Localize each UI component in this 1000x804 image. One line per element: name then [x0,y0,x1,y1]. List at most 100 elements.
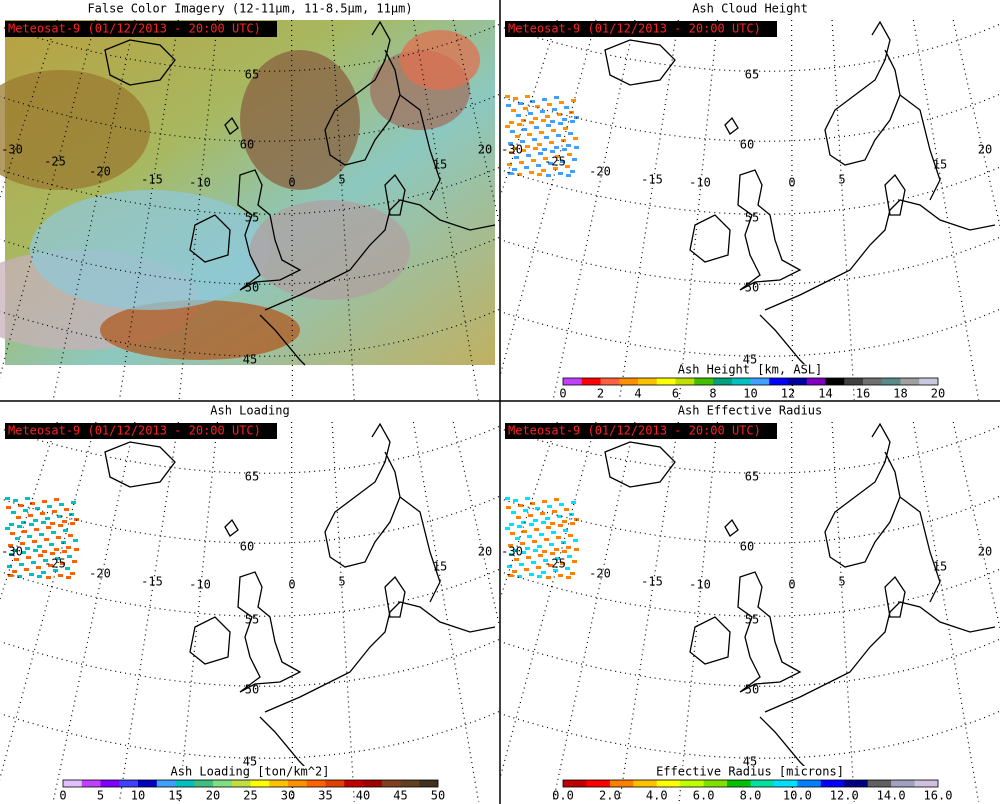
ash-pixel [558,574,563,577]
ash-pixel [554,96,559,99]
ash-pixel [521,521,526,524]
graticule-label: 50 [245,281,259,295]
ash-pixel [555,557,560,560]
ash-pixel [505,527,510,530]
ash-pixel [54,548,59,551]
coastline [104,39,176,86]
ash-pixel [39,533,44,536]
ash-pixel [524,166,529,169]
coastline [399,94,441,201]
ash-pixel [560,160,565,163]
graticule-lon [0,19,97,379]
ash-pixel [555,155,560,158]
coastline [224,116,239,135]
map [0,19,500,400]
ash-pixel [30,502,35,505]
ash-pixel [54,498,59,501]
graticule-lat [500,425,1000,474]
ash-pixel [61,541,66,544]
ash-pixel [535,507,540,510]
ash-pixel [45,517,50,520]
graticule-label: 55 [245,613,259,627]
ash-pixel [548,162,553,165]
ash-pixel [515,537,520,540]
ash-pixel [528,514,533,517]
ash-pixel [533,117,538,120]
ash-pixel [9,523,14,526]
ash-pixel [47,505,52,508]
graticule-label: -30 [501,545,523,559]
graticule-lon [178,421,219,802]
colorbar-swatch [344,780,364,787]
graticule-label: 20 [478,545,492,559]
colorbar-swatch [867,780,892,787]
ash-pixel [559,503,564,506]
ash-pixel [522,530,527,533]
ash-pixel [544,538,549,541]
ash-pixel [551,531,556,534]
graticule-lon [452,19,500,229]
ash-pixel [508,172,513,175]
colorbar-tick-label: 16.0 [924,789,953,803]
colorbar-label: Ash Loading [ton/km^2] [171,765,330,779]
colorbar-swatch [100,780,120,787]
ash-pixel [556,134,561,137]
colorbar-tick-label: 10 [743,387,757,401]
ash-pixel [527,535,532,538]
ash-pixel [517,525,522,528]
ash-pixel [15,537,20,540]
colorbar-tick-label: 0.0 [552,789,574,803]
ash-pixel [42,500,47,503]
graticule-lat [500,638,1000,687]
colorbar-swatch [586,780,611,787]
ash-pixel [58,574,63,577]
ash-pixel [67,555,72,558]
ash-pixel [12,570,17,573]
coastline [764,199,996,311]
ash-pixel [515,135,520,138]
graticule-label: 60 [240,138,254,152]
colorbar-tick-label: 2 [597,387,604,401]
cloud-region [0,70,150,190]
graticule-lon [500,421,558,602]
stamp-box [505,423,777,439]
graticule-label: 55 [245,211,259,225]
ash-pixel [56,536,61,539]
coastline [759,314,806,366]
ash-pixel [43,559,48,562]
colorbar-swatch [563,378,583,385]
ash-pixel [541,571,546,574]
graticule-label: 45 [243,353,257,367]
ash-pixel [533,147,538,150]
ash-pixel [538,152,543,155]
colorbar-swatch [750,780,775,787]
stamp-box [5,21,277,37]
graticule-lon [331,19,355,400]
ash-pixel [8,574,13,577]
colorbar-frame [562,779,939,788]
ash-pixel [508,142,513,145]
ash-pixel [506,506,511,509]
ash-pixel [27,535,32,538]
graticule-lon [331,421,355,802]
ash-pixel [66,546,71,549]
graticule-lon [678,19,719,400]
colorbar-swatch [844,780,868,787]
ash-pixel [70,572,75,575]
ash-pixel [509,121,514,124]
ash-pixel [11,511,16,514]
coastline [737,571,802,693]
graticule-label: 60 [240,540,254,554]
ash-pixel [17,575,22,578]
ash-pixel [25,547,30,550]
ash-pixel [554,498,559,501]
ash-pixel [59,503,64,506]
colorbar-tick-label: 0 [59,789,66,803]
ash-pixel [533,549,538,552]
colorbar-swatch [609,780,634,787]
coastline [189,214,231,263]
ash-pixel [544,136,549,139]
ash-pixel [52,510,57,513]
colorbar-label-bg [680,364,850,376]
coastline [384,173,406,216]
